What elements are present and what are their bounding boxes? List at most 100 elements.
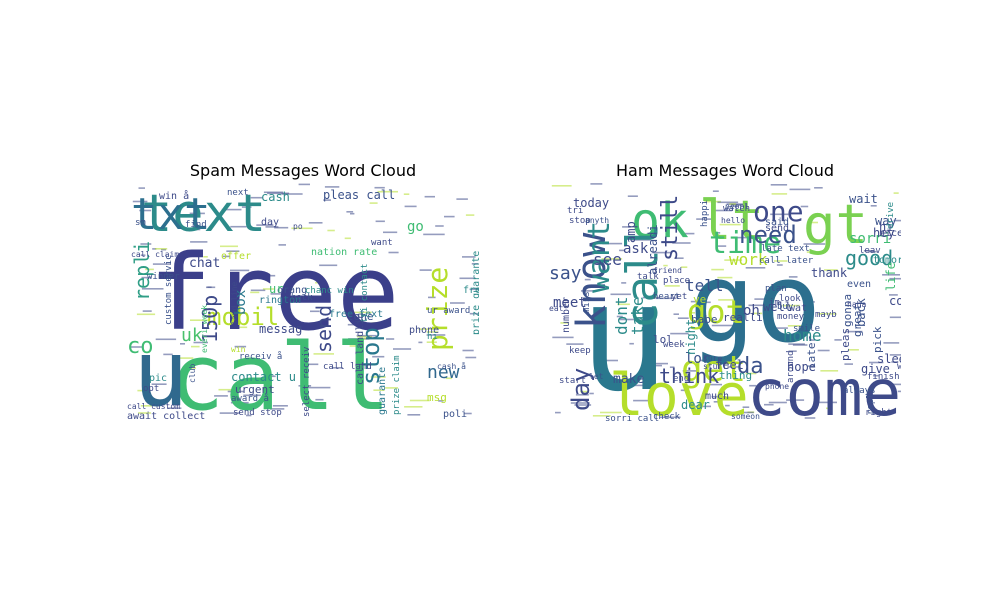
- small-word-stroke: [464, 412, 472, 415]
- small-word-stroke: [369, 202, 378, 204]
- small-word-stroke: [404, 406, 423, 408]
- small-word-stroke: [167, 407, 182, 409]
- small-word-stroke: [770, 213, 789, 216]
- word-cloud-word: leav: [859, 246, 881, 256]
- small-word-stroke: [674, 257, 684, 259]
- small-word-stroke: [580, 390, 589, 393]
- small-word-stroke: [132, 200, 148, 203]
- word-cloud-word: think: [659, 364, 719, 388]
- word-cloud-word: sm: [135, 218, 146, 228]
- word-cloud-word: let: [589, 372, 604, 381]
- small-word-stroke: [649, 364, 662, 367]
- small-word-stroke: [375, 325, 381, 327]
- word-cloud-word: night: [684, 319, 698, 355]
- small-word-stroke: [350, 212, 355, 215]
- small-word-stroke: [155, 338, 177, 341]
- word-cloud-word: back: [291, 293, 313, 303]
- small-word-stroke: [776, 327, 788, 329]
- word-cloud-word: keep: [569, 346, 591, 356]
- word-cloud-word: amp: [624, 221, 638, 243]
- small-word-stroke: [327, 229, 335, 232]
- small-word-stroke: [142, 310, 152, 312]
- word-cloud-word: call landlin: [355, 313, 366, 385]
- word-cloud-word: take: [628, 296, 647, 335]
- small-word-stroke: [642, 296, 660, 299]
- small-word-stroke: [717, 276, 733, 279]
- small-word-stroke: [641, 279, 655, 282]
- small-word-stroke: [194, 210, 201, 213]
- small-word-stroke: [689, 312, 695, 314]
- small-word-stroke: [623, 378, 628, 381]
- word-cloud-word: hey: [873, 226, 895, 240]
- word-cloud-word: hello: [721, 216, 745, 225]
- word-cloud-word: check: [653, 412, 681, 421]
- small-word-stroke: [291, 227, 313, 230]
- word-cloud-word: day: [261, 217, 279, 228]
- small-word-stroke: [385, 387, 398, 389]
- small-word-stroke: [786, 399, 805, 401]
- word-cloud-word: always: [843, 386, 876, 396]
- small-word-stroke: [690, 300, 698, 303]
- word-cloud-word: yet: [671, 292, 687, 302]
- word-cloud-word: miss: [582, 291, 592, 313]
- word-cloud-word: urgent: [235, 383, 275, 396]
- small-word-stroke: [130, 346, 142, 348]
- word-cloud-word: say: [549, 263, 582, 284]
- small-word-stroke: [152, 248, 157, 250]
- small-word-stroke: [709, 383, 722, 386]
- small-word-stroke: [145, 268, 154, 271]
- word-cloud-word: meet: [553, 295, 587, 311]
- small-word-stroke: [278, 244, 286, 246]
- word-cloud-word: ok: [631, 193, 689, 249]
- small-word-stroke: [190, 319, 210, 321]
- word-cloud-word: talk: [637, 272, 659, 282]
- small-word-stroke: [139, 220, 146, 223]
- small-word-stroke: [230, 269, 250, 272]
- word-cloud-word: friend: [653, 266, 682, 275]
- small-word-stroke: [727, 366, 740, 368]
- small-word-stroke: [177, 357, 194, 359]
- small-word-stroke: [889, 294, 898, 296]
- small-word-stroke: [190, 241, 208, 243]
- word-cloud-word: cash å: [437, 361, 466, 371]
- small-word-stroke: [140, 204, 150, 207]
- word-cloud-word: today: [573, 196, 609, 210]
- word-cloud-word: back: [854, 297, 868, 327]
- small-word-stroke: [729, 203, 736, 205]
- small-word-stroke: [824, 269, 838, 271]
- small-word-stroke: [745, 372, 757, 375]
- small-word-stroke: [456, 198, 468, 200]
- word-cloud-word: come: [747, 357, 901, 421]
- small-word-stroke: [893, 219, 901, 222]
- word-cloud-word: u: [133, 320, 188, 421]
- word-cloud-word: said: [765, 217, 789, 228]
- small-word-stroke: [388, 251, 399, 254]
- word-cloud-word: well: [763, 300, 792, 314]
- small-word-stroke: [418, 328, 435, 330]
- small-word-stroke: [426, 331, 439, 333]
- small-word-stroke: [426, 334, 446, 336]
- word-cloud-word: winner: [147, 272, 180, 282]
- small-word-stroke: [234, 345, 247, 348]
- small-word-stroke: [873, 374, 879, 377]
- small-word-stroke: [246, 414, 252, 417]
- word-cloud-word: even: [847, 279, 871, 290]
- word-cloud-word: way: [875, 214, 897, 228]
- small-word-stroke: [711, 395, 726, 398]
- small-word-stroke: [889, 277, 901, 280]
- word-cloud-word: place: [663, 276, 690, 286]
- word-cloud-word: pleas call: [323, 188, 395, 202]
- small-word-stroke: [313, 353, 334, 355]
- small-word-stroke: [619, 318, 641, 321]
- small-word-stroke: [189, 212, 205, 215]
- small-word-stroke: [256, 224, 274, 226]
- small-word-stroke: [602, 242, 623, 245]
- word-cloud-word: stop: [357, 327, 385, 385]
- small-word-stroke: [817, 401, 837, 404]
- word-cloud-word: go: [689, 239, 821, 367]
- ham-cloud-title: Ham Messages Word Cloud: [616, 161, 834, 180]
- word-cloud-word: rington: [259, 295, 301, 306]
- word-cloud-word: tri: [567, 206, 583, 216]
- word-cloud-word: po: [293, 222, 303, 231]
